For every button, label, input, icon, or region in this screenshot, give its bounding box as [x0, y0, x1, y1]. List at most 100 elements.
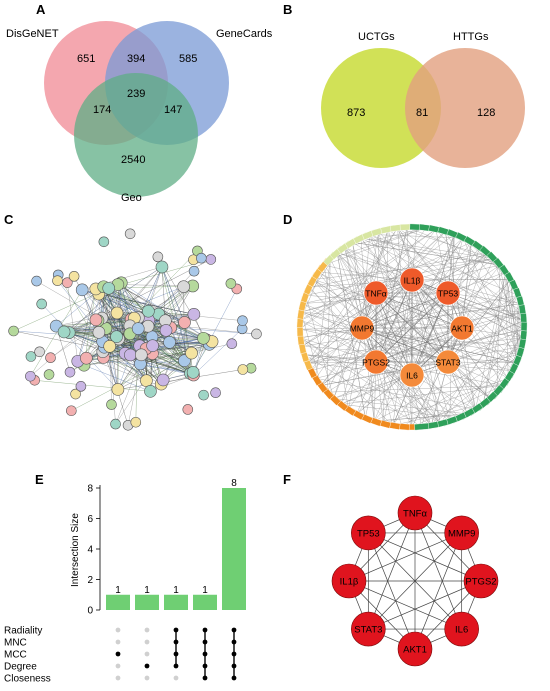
y-axis-label: Intersection Size — [70, 513, 81, 587]
hub-node-label: STAT3 — [354, 625, 382, 636]
intersection-bar — [193, 595, 217, 610]
hub-gene-label: IL6 — [406, 371, 418, 381]
ppi-node — [112, 383, 124, 395]
set-label: Radiality — [4, 626, 42, 637]
ppi-node — [80, 352, 92, 364]
ppi-edges — [14, 251, 257, 425]
hub-gene-label: MMP9 — [350, 324, 375, 334]
venn-count-genecards-only: 585 — [179, 53, 197, 65]
ppi-node — [187, 366, 199, 378]
ppi-network-c — [0, 210, 275, 435]
venn-count-disgenet-geo: 174 — [93, 104, 111, 116]
hub-gene-label: TNFα — [365, 289, 387, 299]
y-tick-label: 6 — [87, 514, 93, 525]
ppi-node — [156, 261, 168, 273]
set-label: MCC — [4, 650, 27, 661]
ppi-node — [76, 284, 88, 296]
ppi-node — [226, 279, 236, 289]
hub-node-label: IL1β — [340, 577, 359, 588]
ppi-node — [58, 326, 70, 338]
hub-node-label: MMP9 — [448, 528, 475, 539]
matrix-dot-inactive — [116, 664, 121, 669]
ppi-node — [160, 324, 172, 336]
venn-count-all-three: 239 — [127, 88, 145, 100]
ppi-node — [76, 381, 86, 391]
ppi-node — [199, 390, 209, 400]
matrix-dot-inactive — [145, 628, 150, 633]
venn-set-label-disgenet: DisGeNET — [6, 28, 59, 40]
ppi-node — [147, 340, 159, 352]
intersection-bar — [106, 595, 130, 610]
ppi-node — [206, 254, 216, 264]
intersection-bar — [164, 595, 188, 610]
ppi-node — [65, 367, 75, 377]
panel-c-label: C — [4, 212, 13, 227]
venn-diagram-a: DisGeNET GeneCards Geo 651 394 585 239 1… — [0, 0, 275, 205]
venn-count-disgenet-genecards: 394 — [127, 53, 145, 65]
venn-count-httgs-only: 128 — [477, 107, 495, 119]
ppi-node — [164, 336, 176, 348]
ppi-node — [186, 347, 198, 359]
venn-count-geo-only: 2540 — [121, 154, 145, 166]
ppi-node — [124, 349, 136, 361]
ppi-node — [106, 400, 116, 410]
ppi-node — [238, 364, 248, 374]
matrix-dot-active — [116, 652, 121, 657]
matrix-dot-inactive — [116, 676, 121, 681]
ppi-node — [251, 329, 261, 339]
matrix-dot-active — [145, 664, 150, 669]
ppi-node — [125, 229, 135, 239]
ppi-node — [32, 276, 42, 286]
ppi-node — [188, 308, 200, 320]
ppi-node — [93, 326, 105, 338]
hub-gene-label: AKT1 — [451, 324, 473, 334]
hub-gene-label: IL1β — [404, 276, 421, 286]
venn-set-label-httgs: HTTGs — [453, 31, 489, 43]
ppi-node — [103, 282, 115, 294]
ppi-node — [9, 326, 19, 336]
ppi-node — [44, 370, 54, 380]
panel-a: A DisGeNET GeneCards Geo 651 394 585 239… — [0, 0, 275, 205]
ppi-node — [99, 237, 109, 247]
panel-b: B UCTGs HTTGs 873 81 128 — [275, 0, 550, 205]
hub-gene-label: STAT3 — [435, 358, 460, 368]
ppi-edge — [128, 364, 140, 425]
set-label: Closeness — [4, 674, 51, 685]
panel-d-label: D — [283, 212, 292, 227]
venn-count-overlap: 81 — [416, 107, 428, 119]
ppi-node — [132, 323, 144, 335]
ppi-node — [238, 316, 248, 326]
matrix-dot-inactive — [145, 652, 150, 657]
panel-f-label: F — [283, 472, 291, 487]
matrix-dot-inactive — [116, 640, 121, 645]
ppi-node — [37, 299, 47, 309]
y-tick-label: 0 — [87, 606, 93, 617]
venn-count-uctgs-only: 873 — [347, 107, 365, 119]
ppi-node — [104, 340, 116, 352]
matrix-dot-inactive — [145, 640, 150, 645]
matrix-dot-inactive — [116, 628, 121, 633]
panel-e-label: E — [35, 472, 44, 487]
ppi-node — [227, 339, 237, 349]
ppi-node — [25, 371, 35, 381]
bar-value-label: 1 — [173, 585, 179, 596]
matrix-dot-inactive — [145, 676, 150, 681]
ppi-node — [211, 388, 221, 398]
set-label: MNC — [4, 638, 27, 649]
hub-node-label: TP53 — [357, 528, 380, 539]
ppi-node — [157, 374, 169, 386]
y-tick-label: 8 — [87, 484, 93, 495]
venn-count-disgenet-only: 651 — [77, 53, 95, 65]
bar-value-label: 1 — [202, 585, 208, 596]
bar-value-label: 8 — [231, 478, 237, 489]
panel-a-label: A — [36, 2, 45, 17]
ppi-node — [196, 253, 206, 263]
ppi-node — [53, 276, 63, 286]
ppi-node — [178, 281, 190, 293]
ppi-node — [197, 332, 209, 344]
hub-gene-label: TP53 — [438, 289, 459, 299]
y-tick-label: 4 — [87, 545, 93, 556]
